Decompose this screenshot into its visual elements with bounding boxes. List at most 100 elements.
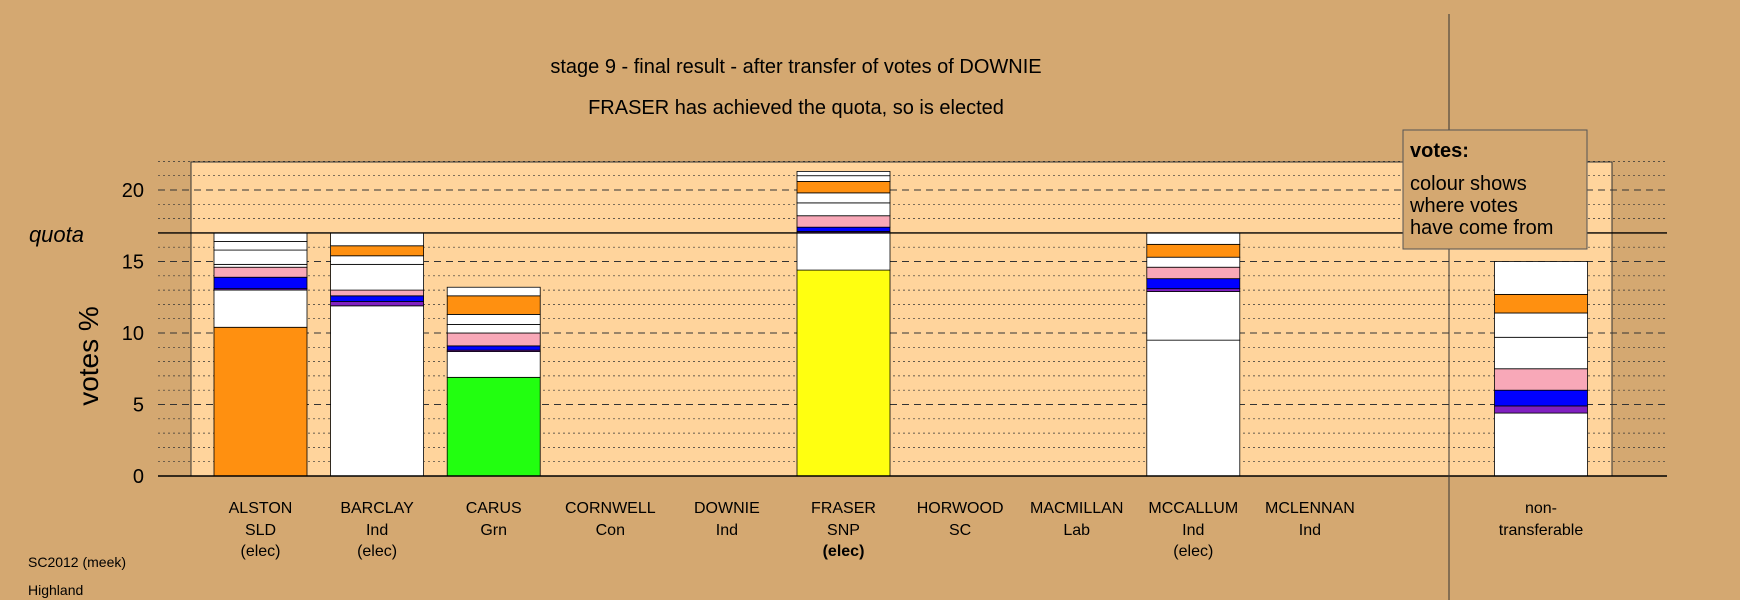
bar-segment — [796, 269, 891, 477]
bar-segment — [330, 255, 425, 265]
candidate-party: Ind — [1299, 522, 1321, 539]
bar-segment — [796, 175, 891, 182]
candidate-label-fraser: FRASER SNP (elec) — [811, 500, 876, 560]
bar-segment — [213, 276, 308, 290]
bar-segment — [213, 241, 308, 251]
candidate-label-mclennan: MCLENNAN Ind — [1265, 500, 1355, 539]
legend: votes: colour shows where votes have com… — [1402, 129, 1588, 250]
candidate-label-macmillan: MACMILLAN Lab — [1030, 500, 1123, 539]
candidate-label-carus: CARUS Grn — [466, 500, 522, 539]
bar-barclay — [330, 232, 425, 477]
bar-segment — [1146, 256, 1241, 268]
bar-segment — [446, 376, 541, 477]
bar-segment — [330, 245, 425, 257]
candidate-name: HORWOOD — [917, 500, 1004, 517]
legend-line-1: colour shows — [1410, 173, 1527, 195]
bars — [213, 171, 1588, 477]
candidate-label-mccallum: MCCALLUM Ind (elec) — [1148, 500, 1238, 560]
nontransferable-label-line1: non- — [1525, 500, 1557, 517]
candidate-name: ALSTON — [229, 500, 293, 517]
bar-segment — [446, 332, 541, 347]
bar-segment — [330, 232, 425, 247]
bar-segment — [796, 202, 891, 217]
bar-segment — [1494, 405, 1588, 414]
bar-segment — [446, 351, 541, 378]
bar-segment — [1146, 266, 1241, 280]
footer-source: SC2012 (meek) — [28, 554, 126, 570]
candidate-status: (elec) — [240, 543, 280, 560]
bar-segment — [1494, 261, 1588, 295]
candidate-name: CARUS — [466, 500, 522, 517]
bar-segment — [1494, 368, 1588, 391]
bar-segment — [330, 305, 425, 477]
nontransferable-label-line2: transferable — [1499, 522, 1584, 539]
bar-segment — [213, 326, 308, 477]
y-tick-label: 10 — [122, 323, 144, 345]
bar-segment — [1146, 339, 1241, 477]
bar-segment — [213, 232, 308, 242]
chart-title: stage 9 - final result - after transfer … — [550, 56, 1041, 78]
bar-segment — [1146, 278, 1241, 290]
bar-segment — [213, 263, 308, 268]
candidate-name: DOWNIE — [694, 500, 760, 517]
candidate-name: BARCLAY — [340, 500, 414, 517]
candidate-party: Ind — [366, 522, 388, 539]
candidate-name: MCCALLUM — [1148, 500, 1238, 517]
candidate-label-alston: ALSTON SLD (elec) — [229, 500, 293, 560]
candidate-label-downie: DOWNIE Ind — [694, 500, 760, 539]
bar-mccallum — [1146, 232, 1241, 477]
bar-segment — [1146, 288, 1241, 292]
bar-segment — [446, 295, 541, 315]
candidate-party: Con — [596, 522, 625, 539]
bar-segment — [1494, 312, 1588, 338]
legend-line-3: have come from — [1410, 217, 1553, 239]
bar-alston — [213, 232, 308, 477]
bar-segment — [1494, 389, 1588, 407]
candidate-party: SNP — [827, 522, 860, 539]
bar-segment — [1494, 412, 1588, 477]
bar-segment — [1146, 243, 1241, 258]
legend-line-2: where votes — [1409, 195, 1518, 217]
bar-segment — [330, 295, 425, 302]
candidate-status: (elec) — [357, 543, 397, 560]
bar-segment — [213, 289, 308, 328]
bar-segment — [796, 171, 891, 177]
bar-segment — [446, 345, 541, 351]
bar-segment — [796, 226, 891, 232]
bar-segment — [1494, 293, 1588, 314]
candidate-status: (elec) — [1173, 543, 1213, 560]
bar-segment — [1146, 232, 1241, 245]
candidate-party: Grn — [480, 522, 507, 539]
candidate-name: FRASER — [811, 500, 876, 517]
bar-segment — [796, 215, 891, 228]
bar-carus — [446, 286, 541, 477]
quota-label: quota — [29, 222, 84, 247]
candidate-label-horwood: HORWOOD SC — [917, 500, 1004, 539]
y-tick-label: 15 — [122, 252, 144, 274]
bar-segment — [796, 181, 891, 194]
candidate-party: SLD — [245, 522, 276, 539]
bar-segment — [330, 263, 425, 291]
y-tick-label: 20 — [122, 180, 144, 202]
bar-nontransferable — [1494, 261, 1588, 477]
legend-title: votes: — [1410, 140, 1469, 162]
candidate-name: CORNWELL — [565, 500, 656, 517]
candidate-name: MCLENNAN — [1265, 500, 1355, 517]
bar-segment — [446, 286, 541, 297]
y-axis-label: votes % — [73, 306, 104, 406]
legend-box — [1402, 129, 1588, 250]
candidate-party: Ind — [716, 522, 738, 539]
candidate-labels: ALSTONSLD(elec)BARCLAYInd(elec)CARUSGrnC… — [229, 500, 1355, 560]
footer-region: Highland — [28, 582, 83, 598]
candidate-name: MACMILLAN — [1030, 500, 1123, 517]
bar-segment — [1146, 291, 1241, 341]
bar-segment — [330, 301, 425, 307]
candidate-party: SC — [949, 522, 971, 539]
bar-segment — [796, 192, 891, 204]
bar-segment — [796, 232, 891, 271]
bar-segment — [1494, 336, 1588, 370]
bar-segment — [446, 324, 541, 334]
plot-background — [190, 161, 1613, 477]
bar-segment — [330, 289, 425, 297]
